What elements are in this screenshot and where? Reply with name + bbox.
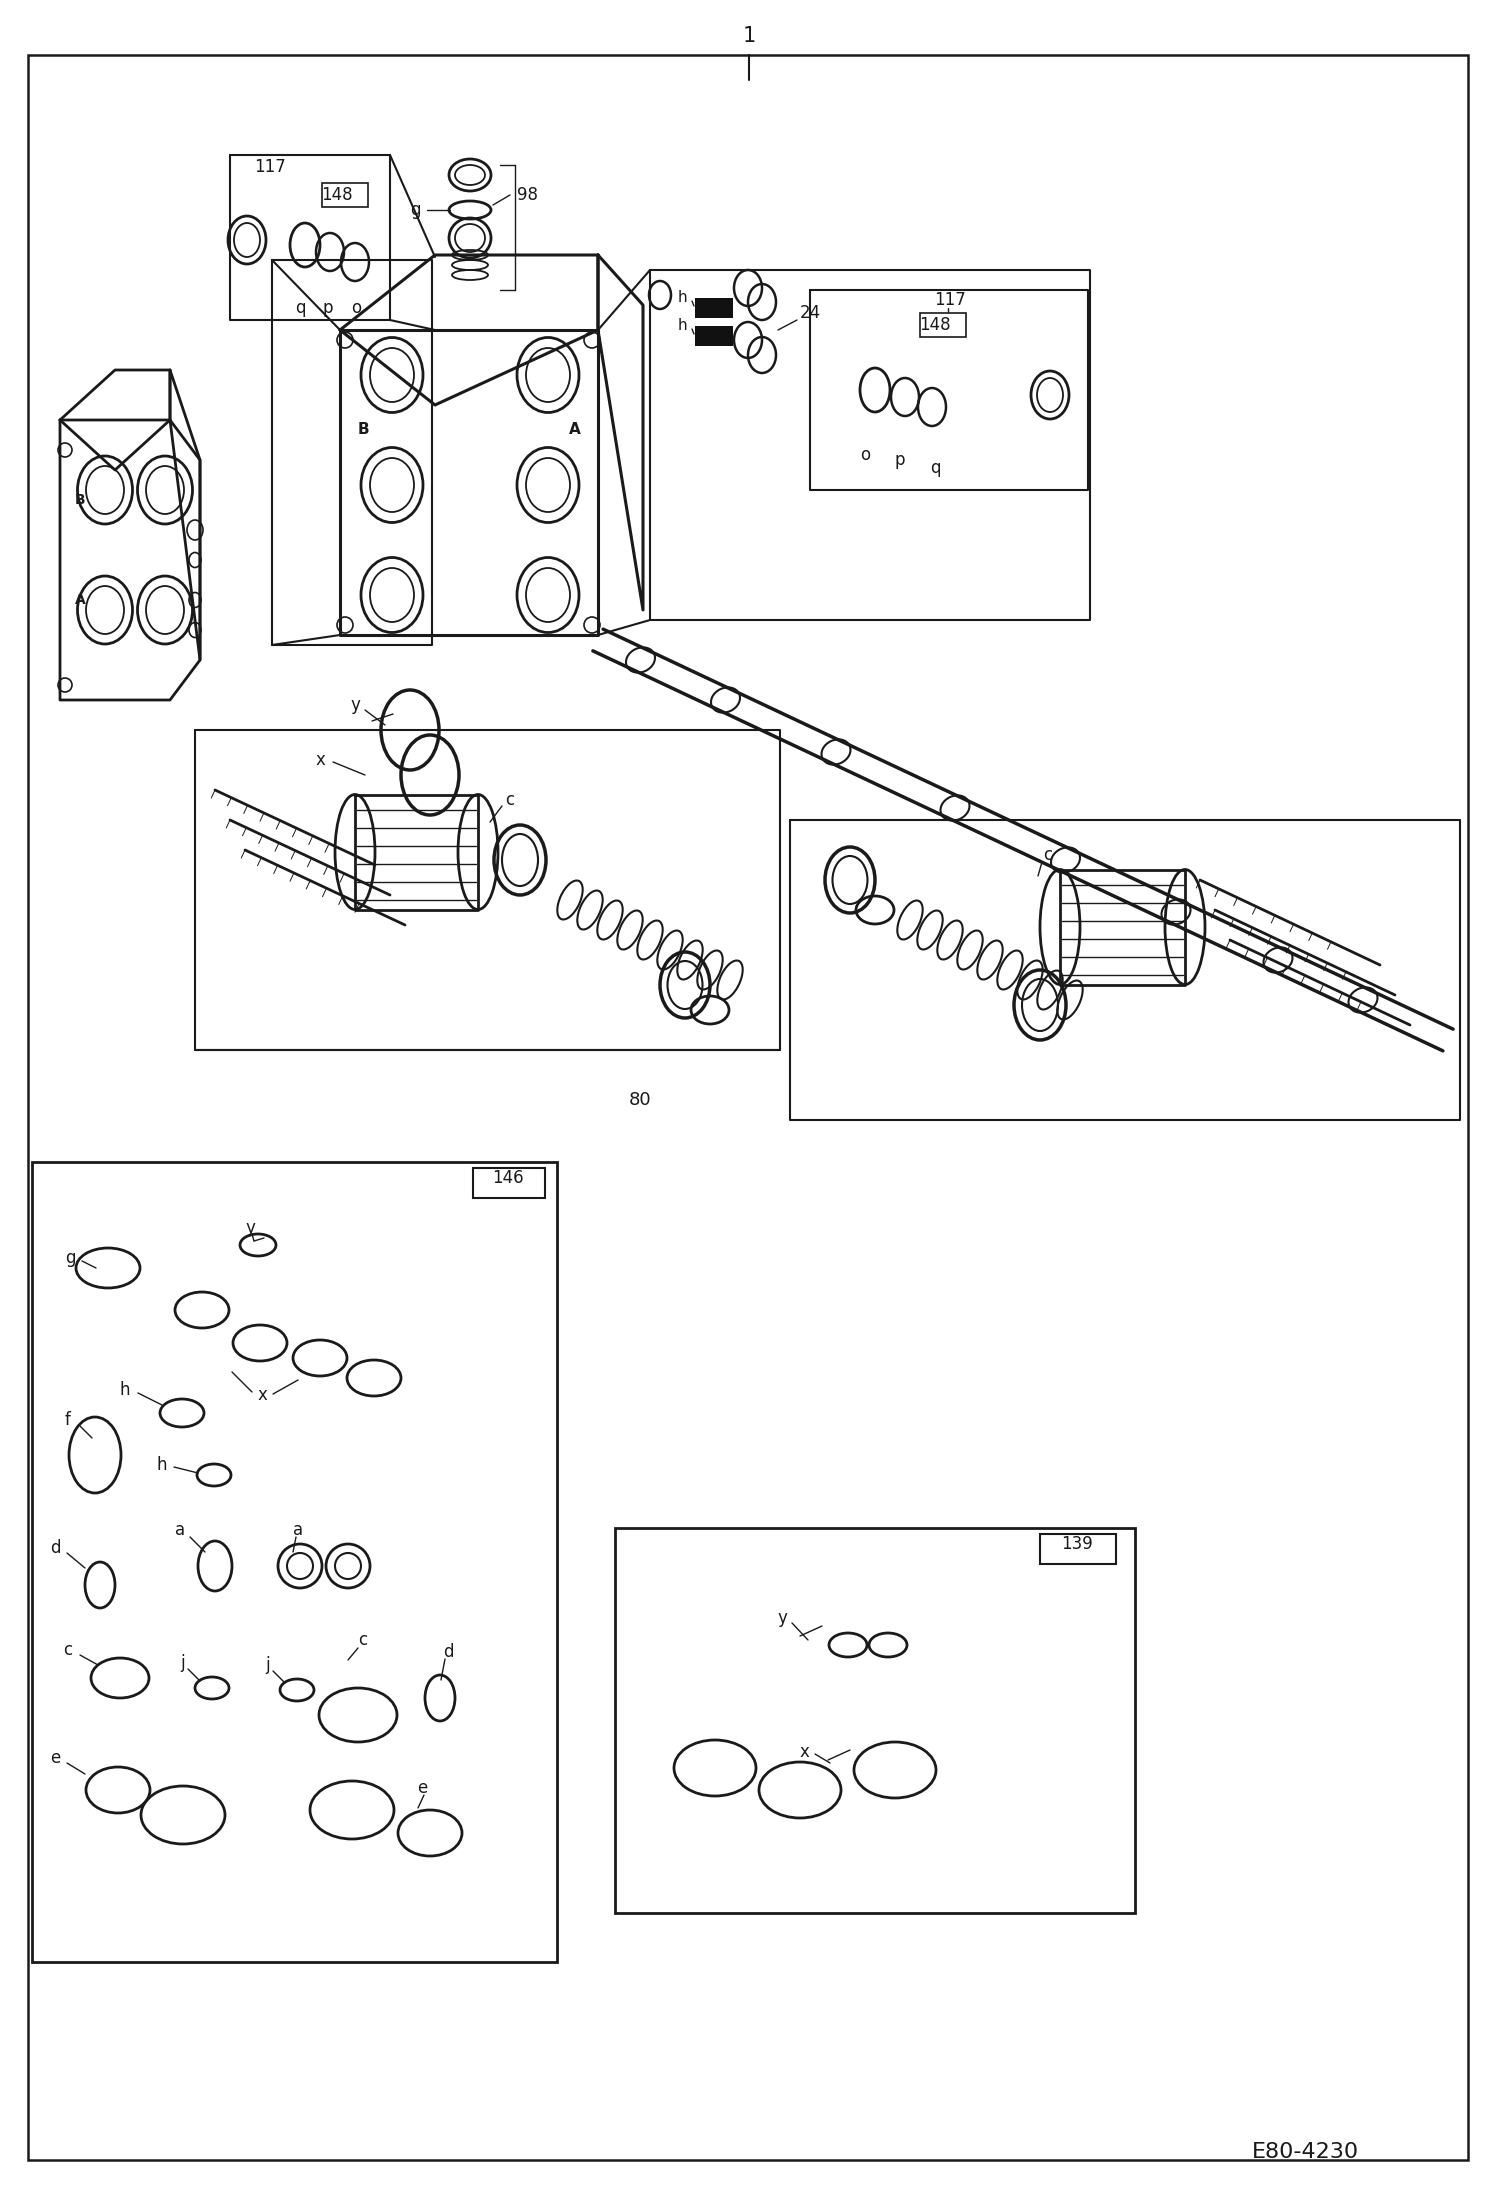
Bar xyxy=(322,182,369,206)
Text: y: y xyxy=(246,1219,255,1237)
Text: c: c xyxy=(63,1640,72,1658)
Text: 117: 117 xyxy=(255,158,286,175)
Text: c: c xyxy=(505,792,514,809)
Text: c: c xyxy=(1044,846,1053,864)
Bar xyxy=(473,1169,545,1197)
Text: d: d xyxy=(49,1539,60,1557)
Text: B: B xyxy=(357,423,369,436)
Text: q: q xyxy=(295,298,306,318)
Text: j: j xyxy=(265,1656,270,1673)
Text: g: g xyxy=(64,1250,75,1268)
Text: e: e xyxy=(49,1750,60,1768)
Text: o: o xyxy=(351,298,361,318)
Text: y: y xyxy=(351,695,360,715)
Text: d: d xyxy=(443,1643,454,1660)
Bar xyxy=(695,327,733,346)
Bar xyxy=(920,314,966,338)
Text: 146: 146 xyxy=(493,1169,524,1186)
Text: a: a xyxy=(175,1522,186,1539)
Text: h: h xyxy=(677,318,686,333)
Text: h: h xyxy=(157,1456,168,1474)
Text: 1: 1 xyxy=(743,26,755,46)
Text: p: p xyxy=(894,452,905,469)
Text: p: p xyxy=(322,298,333,318)
Bar xyxy=(695,298,733,318)
Text: 139: 139 xyxy=(1061,1535,1094,1553)
Text: 148: 148 xyxy=(321,186,354,204)
Text: q: q xyxy=(930,458,941,478)
Text: o: o xyxy=(860,445,870,465)
Text: x: x xyxy=(798,1743,809,1761)
Text: B: B xyxy=(75,493,85,507)
Text: x: x xyxy=(315,750,325,770)
Bar xyxy=(31,1162,557,1963)
Text: g: g xyxy=(410,202,421,219)
Text: a: a xyxy=(294,1522,303,1539)
Text: A: A xyxy=(75,592,85,607)
Text: A: A xyxy=(569,423,581,436)
Text: j: j xyxy=(181,1654,186,1671)
Text: 148: 148 xyxy=(920,316,951,333)
Text: x: x xyxy=(258,1386,267,1404)
Bar xyxy=(616,1529,1135,1912)
Text: 98: 98 xyxy=(517,186,538,204)
Text: f: f xyxy=(64,1410,70,1430)
Text: 24: 24 xyxy=(800,305,821,322)
Text: h: h xyxy=(120,1382,130,1399)
Text: h: h xyxy=(677,289,686,305)
Text: 117: 117 xyxy=(935,292,966,309)
Bar xyxy=(1040,1533,1116,1564)
Text: e: e xyxy=(416,1779,427,1796)
Text: E80-4230: E80-4230 xyxy=(1251,2143,1359,2162)
Text: 80: 80 xyxy=(629,1090,652,1110)
Text: y: y xyxy=(777,1610,786,1627)
Text: c: c xyxy=(358,1632,367,1649)
